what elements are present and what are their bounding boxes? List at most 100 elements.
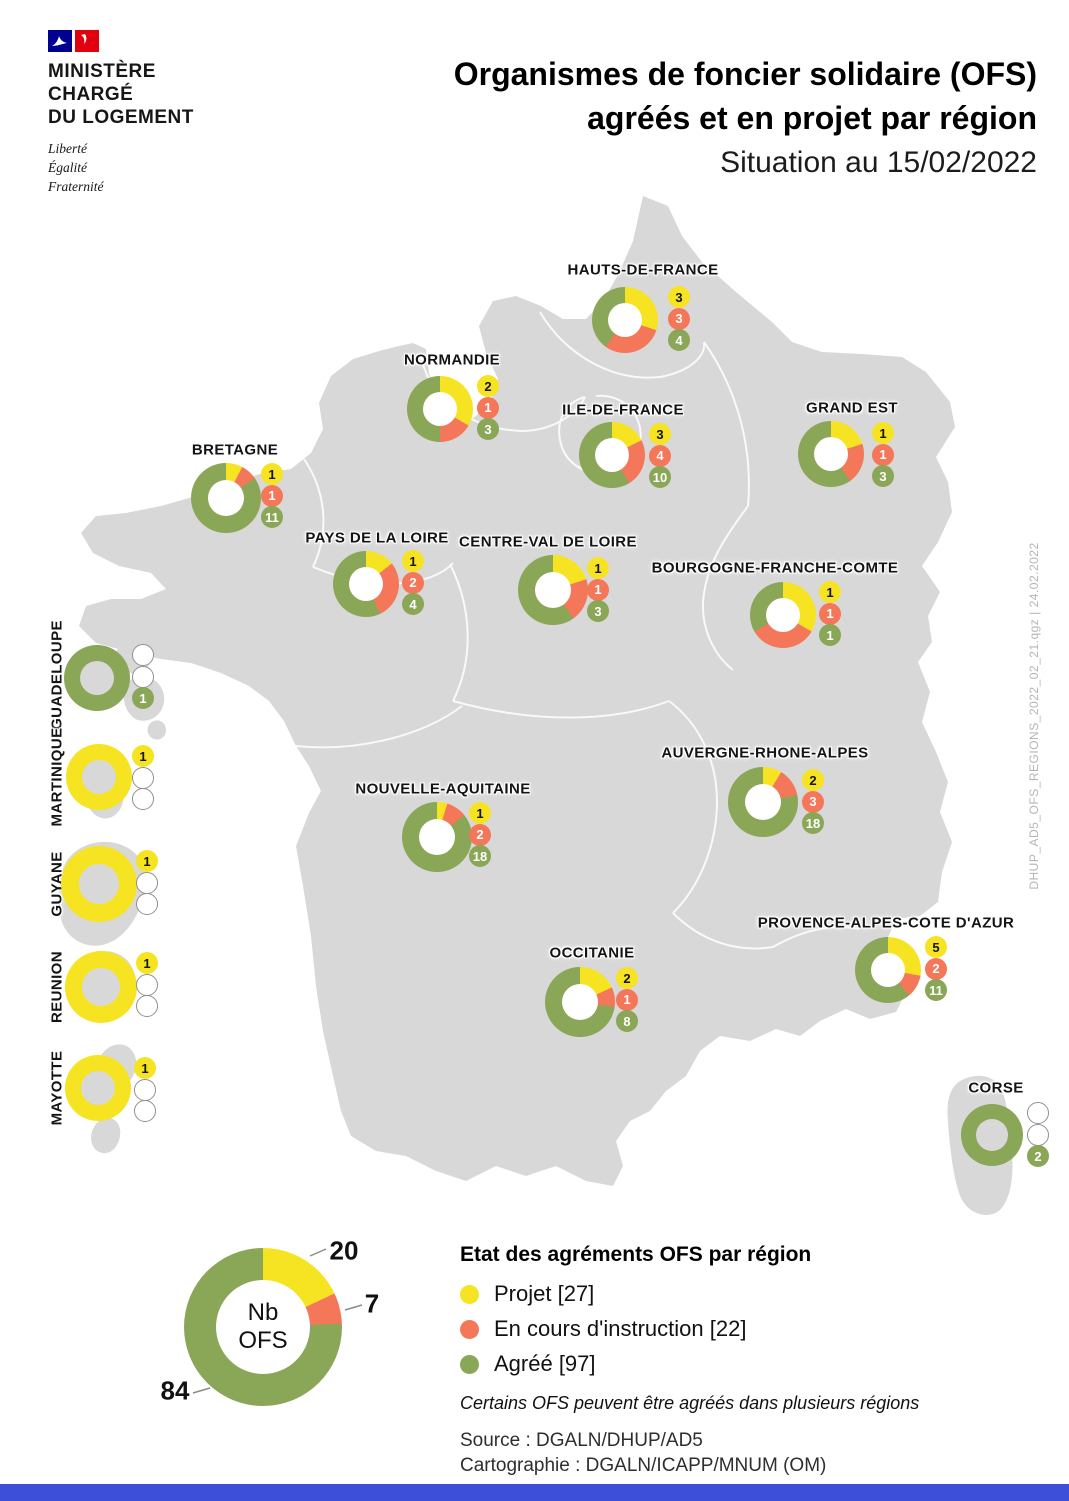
source-credits: Source : DGALN/DHUP/AD5 Cartographie : D…: [460, 1428, 1020, 1478]
page-title: Organismes de foncier solidaire (OFS) ag…: [454, 52, 1037, 186]
badge-agree-mayotte: [134, 1100, 156, 1122]
donut-hole: [82, 968, 120, 1006]
region-donut-hauts-de-france: [592, 287, 658, 353]
donut-hole: [561, 983, 599, 1021]
badge-projet-hauts-de-france: 3: [668, 286, 690, 308]
badge-agree-guadeloupe: 1: [132, 687, 154, 709]
badge-agree-ile-de-france: 10: [649, 466, 671, 488]
region-label-martinique: MARTINIQUE: [48, 727, 66, 827]
badge-instruction-mayotte: [134, 1078, 156, 1101]
badge-projet-reunion: 1: [136, 952, 158, 974]
ministry-line-2: CHARGÉ: [48, 84, 134, 105]
summary-value-instruction: 7: [364, 1288, 380, 1319]
title-line-1: Organismes de foncier solidaire (OFS): [453, 56, 1037, 92]
badge-agree-normandie: 3: [477, 418, 499, 440]
legend-item-label: Projet [27]: [494, 1281, 595, 1306]
badge-agree-reunion: [136, 995, 158, 1017]
region-donut-reunion: [65, 951, 137, 1023]
badge-instruction-nouvelle-aquitaine: 2: [469, 823, 491, 846]
donut-hole: [744, 783, 782, 821]
region-donut-normandie: [407, 376, 473, 442]
region-label-hauts-de-france: HAUTS-DE-FRANCE: [567, 261, 719, 279]
badge-projet-auvergne-rhone-alpes: 2: [802, 769, 824, 791]
region-label-pays-de-la-loire: PAYS DE LA LOIRE: [305, 529, 449, 547]
ministry-line-3: DU LOGEMENT: [48, 107, 194, 128]
donut-hole: [79, 864, 119, 904]
badge-projet-corse: [1027, 1102, 1049, 1124]
france-outline: [79, 196, 955, 1186]
donut-hole: [870, 952, 906, 988]
region-borders: [295, 311, 860, 950]
badge-projet-centre-val-de-loire: 1: [587, 557, 609, 579]
badge-instruction-normandie: 1: [477, 396, 499, 419]
badge-agree-auvergne-rhone-alpes: 18: [802, 812, 824, 834]
region-label-bourgogne-franche-comte: BOURGOGNE-FRANCHE-COMTE: [651, 559, 899, 577]
donut-hole: [348, 566, 384, 602]
badge-projet-guadeloupe: [132, 644, 154, 666]
region-donut-corse: [961, 1104, 1023, 1166]
french-flag-icon: [48, 30, 194, 52]
badge-instruction-guyane: [136, 871, 158, 894]
region-label-ile-de-france: ILE-DE-FRANCE: [562, 401, 684, 419]
source-line: Source : DGALN/DHUP/AD5: [460, 1430, 703, 1451]
region-donut-occitanie: [545, 967, 615, 1037]
badge-projet-occitanie: 2: [616, 967, 638, 989]
badge-agree-guyane: [136, 893, 158, 915]
legend: Etat des agréments OFS par région Projet…: [460, 1243, 1020, 1478]
region-label-centre-val-de-loire: CENTRE-VAL DE LOIRE: [459, 533, 637, 551]
badge-projet-nouvelle-aquitaine: 1: [469, 802, 491, 824]
summary-value-agree: 84: [160, 1375, 190, 1406]
badge-agree-provence-alpes-cote-d-azur: 11: [925, 979, 947, 1001]
badge-instruction-martinique: [132, 766, 154, 789]
region-donut-grand-est: [798, 421, 864, 487]
region-label-provence-alpes-cote-d-azur: PROVENCE-ALPES-COTE D'AZUR: [757, 914, 1015, 932]
region-label-normandie: NORMANDIE: [403, 351, 501, 369]
badge-instruction-ile-de-france: 4: [649, 444, 671, 467]
badge-instruction-provence-alpes-cote-d-azur: 2: [925, 957, 947, 980]
flag-blue-marianne-icon: [48, 30, 72, 52]
donut-hole: [607, 302, 643, 338]
region-donut-provence-alpes-cote-d-azur: [855, 937, 921, 1003]
region-label-occitanie: OCCITANIE: [549, 944, 635, 962]
badge-projet-bretagne: 1: [261, 463, 283, 485]
summary-donut-group: Nb OFS: [184, 1248, 342, 1406]
badge-agree-hauts-de-france: 4: [668, 329, 690, 351]
badge-agree-grand-est: 3: [872, 465, 894, 487]
summary-center-line-1: Nb: [247, 1299, 279, 1326]
badge-agree-bourgogne-franche-comte: 1: [819, 624, 841, 646]
motto-line-1: Liberté: [48, 141, 87, 156]
legend-item-agree: Agréé [97]: [460, 1351, 1020, 1377]
donut-hole: [81, 759, 117, 795]
badge-projet-pays-de-la-loire: 1: [402, 550, 424, 572]
badge-instruction-hauts-de-france: 3: [668, 307, 690, 330]
badge-projet-provence-alpes-cote-d-azur: 5: [925, 936, 947, 958]
badge-projet-martinique: 1: [132, 745, 154, 767]
donut-hole: [422, 391, 458, 427]
region-donut-nouvelle-aquitaine: [402, 802, 472, 872]
donut-hole: [207, 479, 245, 517]
legend-item-label: Agréé [97]: [494, 1351, 596, 1376]
region-donut-ile-de-france: [579, 422, 645, 488]
summary-donut-center: Nb OFS: [216, 1280, 310, 1374]
badge-agree-martinique: [132, 788, 154, 810]
region-label-nouvelle-aquitaine: NOUVELLE-AQUITAINE: [355, 780, 531, 798]
ministry-line-1: MINISTÈRE: [48, 61, 156, 82]
badge-instruction-bretagne: 1: [261, 484, 283, 507]
donut-hole: [594, 437, 630, 473]
badge-instruction-corse: [1027, 1123, 1049, 1146]
republic-motto: Liberté Égalité Fraternité: [48, 139, 194, 196]
region-label-reunion: REUNION: [48, 951, 66, 1023]
legend-item-instruction: En cours d'instruction [22]: [460, 1316, 1020, 1342]
region-donut-auvergne-rhone-alpes: [728, 767, 798, 837]
ministry-name: MINISTÈRE CHARGÉ DU LOGEMENT: [48, 60, 194, 129]
summary-value-projet: 20: [329, 1235, 359, 1266]
legend-title: Etat des agréments OFS par région: [460, 1243, 812, 1266]
badge-projet-ile-de-france: 3: [649, 423, 671, 445]
motto-line-2: Égalité: [48, 160, 87, 175]
badge-instruction-occitanie: 1: [616, 988, 638, 1011]
region-donut-guyane: [61, 846, 137, 922]
badge-projet-normandie: 2: [477, 375, 499, 397]
donut-hole: [975, 1118, 1009, 1152]
badge-instruction-auvergne-rhone-alpes: 3: [802, 790, 824, 813]
title-line-2: agréés et en projet par région: [587, 100, 1037, 136]
